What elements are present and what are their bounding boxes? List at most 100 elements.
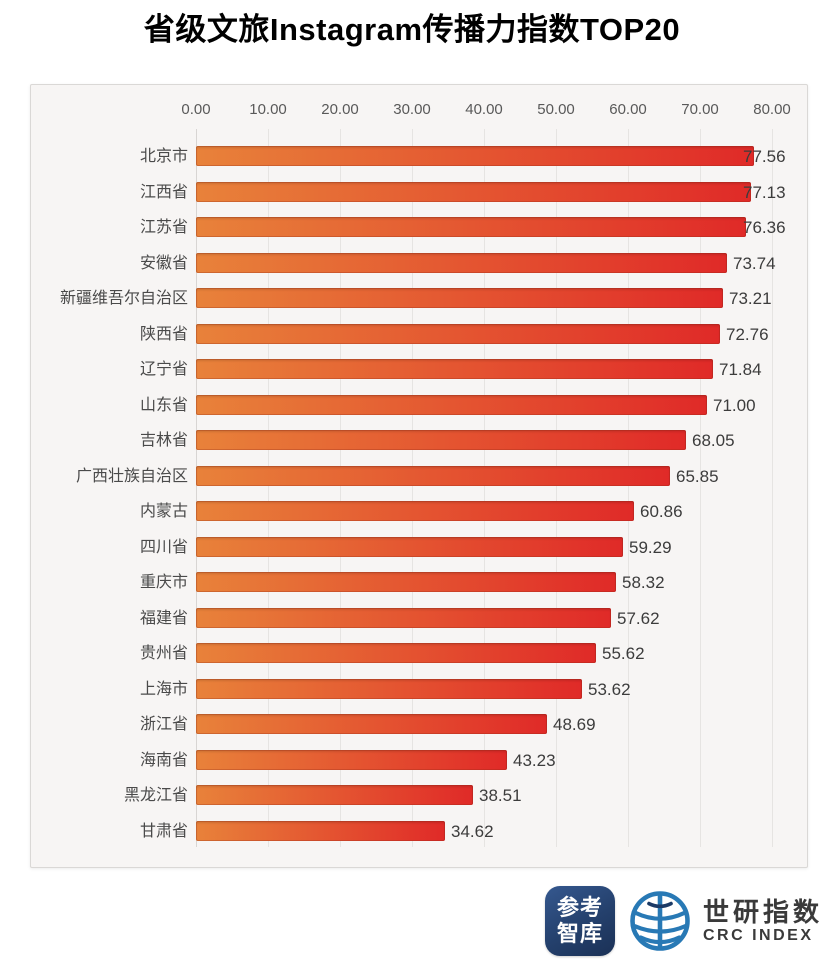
footer-logos: 参考 智库 世研指数 CRC INDEX	[0, 880, 824, 964]
value-label: 60.86	[640, 502, 683, 521]
bar-row: 新疆维吾尔自治区 73.21	[31, 288, 807, 308]
value-label: 73.21	[729, 289, 772, 308]
bar-row: 广西壮族自治区 65.85	[31, 465, 807, 486]
bar-row: 上海市 53.62	[31, 678, 807, 699]
x-axis-tick-label: 70.00	[681, 101, 719, 118]
bar	[196, 678, 582, 699]
value-label: 65.85	[676, 466, 719, 486]
category-label: 上海市	[139, 680, 188, 698]
bar-row: 江苏省 76.36	[31, 217, 807, 237]
bar-row: 重庆市 58.32	[31, 572, 807, 592]
category-label: 新疆维吾尔自治区	[59, 290, 188, 307]
value-label: 77.13	[743, 182, 786, 202]
value-label: 71.00	[713, 395, 756, 415]
cankao-zhiku-logo: 参考 智库	[545, 886, 615, 956]
category-label: 安徽省	[139, 254, 188, 272]
gridline	[772, 129, 773, 847]
value-label: 55.62	[602, 644, 645, 663]
category-label: 贵州省	[139, 645, 188, 662]
value-label: 58.32	[622, 573, 665, 592]
bar-row: 贵州省 55.62	[31, 643, 807, 663]
bar	[196, 714, 547, 734]
cankao-zhiku-logo-line2: 智库	[556, 921, 603, 946]
category-label: 重庆市	[139, 574, 188, 591]
bar-row: 安徽省 73.74	[31, 252, 807, 273]
globe-icon	[630, 891, 690, 951]
value-label: 68.05	[692, 431, 735, 450]
bar	[196, 536, 623, 557]
bar	[196, 820, 445, 841]
value-label: 71.84	[719, 360, 762, 379]
category-label: 吉林省	[139, 432, 188, 449]
bar-row: 黑龙江省 38.51	[31, 785, 807, 805]
chart-panel: 0.00 10.00 20.00 30.00 40.00 50.00 60.00 70.00 8…	[30, 84, 808, 868]
x-axis-tick-label: 10.00	[249, 101, 287, 118]
value-label: 53.62	[588, 679, 631, 699]
bar	[196, 572, 616, 592]
category-label: 四川省	[139, 538, 188, 556]
value-label: 73.74	[733, 253, 776, 273]
bar-row: 甘肃省 34.62	[31, 820, 807, 841]
value-label: 72.76	[726, 324, 769, 344]
x-axis-tick-label: 30.00	[393, 101, 431, 118]
x-axis-tick-label: 60.00	[609, 101, 647, 118]
bar-row: 内蒙古 60.86	[31, 501, 807, 521]
bar-row: 海南省 43.23	[31, 749, 807, 770]
value-label: 38.51	[479, 786, 522, 805]
bar	[196, 430, 686, 450]
value-label: 43.23	[513, 750, 556, 770]
category-label: 陕西省	[139, 325, 188, 343]
category-label: 江苏省	[139, 219, 188, 236]
category-label: 山东省	[139, 396, 188, 414]
gridline	[700, 129, 701, 847]
value-label: 77.56	[743, 147, 786, 166]
value-label: 59.29	[629, 537, 672, 557]
bar	[196, 465, 670, 486]
bar	[196, 146, 754, 166]
value-label: 57.62	[617, 608, 660, 628]
cankao-zhiku-logo-line1: 参考	[556, 895, 603, 920]
category-label: 海南省	[139, 751, 188, 769]
x-axis-tick-label: 80.00	[753, 101, 791, 118]
bar-row: 山东省 71.00	[31, 394, 807, 415]
category-label: 福建省	[139, 609, 188, 627]
bar-row: 陕西省 72.76	[31, 323, 807, 344]
bar-row: 辽宁省 71.84	[31, 359, 807, 379]
x-axis-tick-label: 20.00	[321, 101, 359, 118]
crc-index-english-name: CRC INDEX	[703, 926, 814, 944]
category-label: 黑龙江省	[123, 787, 188, 804]
crc-index-chinese-name: 世研指数	[703, 896, 824, 927]
crc-index-text: 世研指数 CRC INDEX	[703, 898, 823, 945]
bar	[196, 501, 634, 521]
chart-title: 省级文旅Instagram传播力指数TOP20	[143, 12, 681, 47]
bar-row: 浙江省 48.69	[31, 714, 807, 734]
bar	[196, 359, 713, 379]
bar-row: 福建省 57.62	[31, 607, 807, 628]
gridline	[412, 129, 413, 847]
bar	[196, 749, 507, 770]
value-label: 34.62	[451, 821, 494, 841]
bar	[196, 217, 746, 237]
gridline	[340, 129, 341, 847]
bar	[196, 394, 707, 415]
category-label: 江西省	[139, 183, 188, 201]
bar	[196, 643, 596, 663]
bar	[196, 323, 720, 344]
gridline	[268, 129, 269, 847]
bar	[196, 785, 473, 805]
gridline	[484, 129, 485, 847]
category-label: 北京市	[139, 148, 188, 165]
bar	[196, 252, 727, 273]
gridline	[556, 129, 557, 847]
bar-row: 北京市 77.56	[31, 146, 807, 166]
bar	[196, 607, 611, 628]
x-axis-tick-label: 50.00	[537, 101, 575, 118]
x-axis-tick-label: 0.00	[181, 101, 211, 118]
category-label: 甘肃省	[139, 822, 188, 840]
gridline	[628, 129, 629, 847]
category-label: 内蒙古	[139, 503, 188, 520]
bar-row: 吉林省 68.05	[31, 430, 807, 450]
category-label: 辽宁省	[139, 361, 188, 378]
value-label: 76.36	[743, 218, 786, 237]
x-axis-tick-label: 40.00	[465, 101, 503, 118]
